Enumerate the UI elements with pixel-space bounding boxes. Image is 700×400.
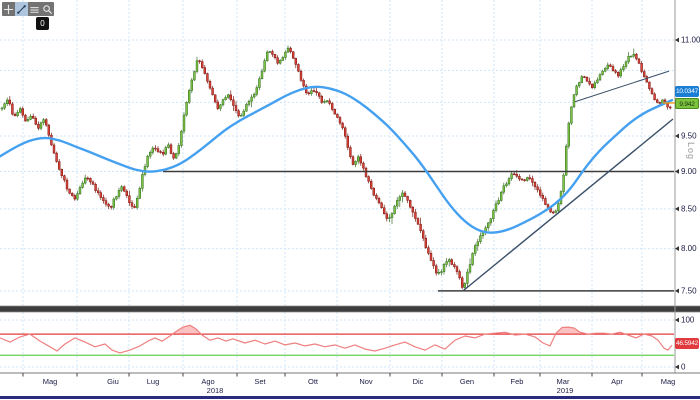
price-tick-label: 7.50 xyxy=(681,286,697,295)
magnifier-tool-button[interactable] xyxy=(41,2,54,16)
month-label[interactable]: Gen xyxy=(460,377,474,386)
oscillator-line xyxy=(0,324,673,354)
month-label[interactable]: Set xyxy=(254,377,266,386)
price-tick-label: 8.50 xyxy=(681,204,697,213)
month-label[interactable]: Feb xyxy=(511,377,524,386)
price-tick-label: 9.00 xyxy=(681,167,697,176)
year-label[interactable]: 2018 xyxy=(207,386,224,395)
last-price-tag: 9.942 xyxy=(675,97,699,109)
crosshair-icon xyxy=(3,4,14,14)
magnifier-icon xyxy=(43,4,53,14)
month-label[interactable]: Giu xyxy=(107,377,119,386)
price-tick-label: 11.00 xyxy=(681,36,700,45)
month-label[interactable]: Mag xyxy=(661,377,676,386)
crosshair-tool-button[interactable] xyxy=(2,2,15,16)
trendline-tool-button[interactable] xyxy=(15,2,28,16)
horizontal-line-icon xyxy=(30,6,39,13)
month-label[interactable]: Dic xyxy=(413,377,424,386)
month-label[interactable]: Apr xyxy=(611,377,623,386)
moving-average-line xyxy=(0,85,674,234)
drawing-count-badge: 0 xyxy=(36,17,49,30)
indicator-tick-label: 100 xyxy=(681,316,695,325)
horizontal-line-tool-button[interactable] xyxy=(28,2,41,16)
log-scale-label[interactable]: Log xyxy=(686,142,696,161)
month-label[interactable]: Ago xyxy=(201,377,214,386)
price-tick-label: 8.00 xyxy=(681,244,697,253)
ma-value-tag: 10.0347 xyxy=(675,86,699,97)
overbought-fill xyxy=(0,325,672,335)
support-resistance-lines xyxy=(163,170,674,292)
oscillator-pane xyxy=(0,324,674,356)
trendline-icon xyxy=(17,4,26,14)
candlestick-series xyxy=(0,45,672,291)
price-tick-label: 9.50 xyxy=(681,132,697,141)
year-label[interactable]: 2019 xyxy=(557,386,574,395)
month-label[interactable]: Ott xyxy=(308,377,319,386)
month-label[interactable]: Mar xyxy=(557,377,570,386)
month-label[interactable]: Lug xyxy=(147,377,160,386)
indicator-tick-label: 0 xyxy=(681,363,686,372)
pane-separator xyxy=(0,305,700,313)
trendlines xyxy=(462,70,674,292)
month-label[interactable]: Nov xyxy=(359,377,373,386)
month-label[interactable]: Mag xyxy=(43,377,58,386)
indicator-value-tag: 46.5942 xyxy=(675,338,699,349)
drawing-toolbar xyxy=(2,2,54,16)
